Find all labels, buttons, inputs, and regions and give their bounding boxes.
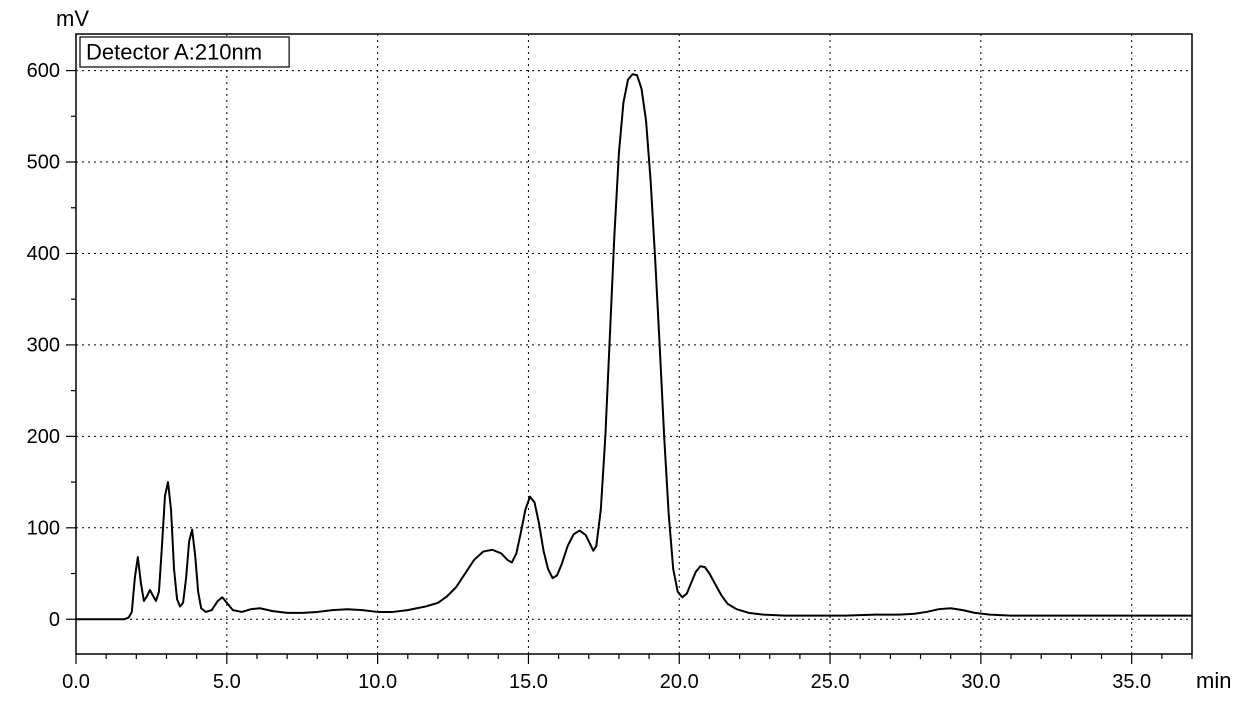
y-tick-label: 600 [27,60,60,82]
x-tick-label: 20.0 [660,671,699,693]
x-tick-label: 10.0 [358,671,397,693]
x-tick-label: 0.0 [62,671,90,693]
chromatogram-chart: 0.0 5.0 10.0 15.0 20.0 25.0 30.0 35.0 0 100 200 300… [0,0,1240,718]
y-tick-label: 300 [27,335,60,357]
x-tick-label: 30.0 [961,671,1000,693]
y-tick-label: 500 [27,152,60,174]
chart-svg: 0.0 5.0 10.0 15.0 20.0 25.0 30.0 35.0 0 100 200 300… [0,0,1240,718]
x-axis-unit-label: min [1196,668,1231,693]
x-tick-label: 35.0 [1112,671,1151,693]
y-tick-label: 100 [27,517,60,539]
y-tick-label: 400 [27,243,60,265]
y-axis-unit-label: mV [56,6,89,31]
x-tick-label: 25.0 [811,671,850,693]
x-tick-label: 15.0 [509,671,548,693]
y-tick-label: 200 [27,426,60,448]
y-tick-label: 0 [49,609,60,631]
x-tick-label: 5.0 [213,671,241,693]
detector-annotation: Detector A:210nm [86,40,262,65]
